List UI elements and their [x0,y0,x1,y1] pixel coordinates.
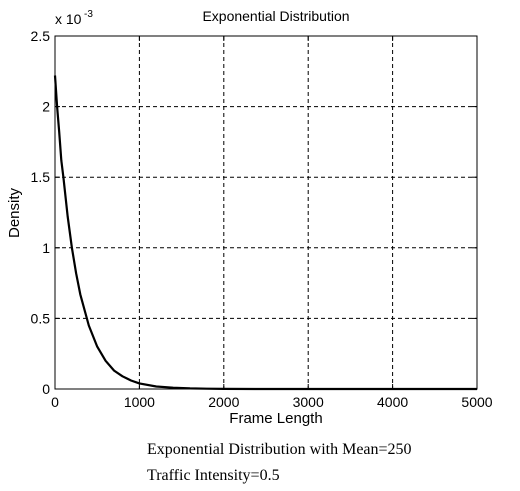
y-multiplier-text: x 10 [55,11,82,27]
y-axis-label: Density [6,187,23,238]
ticks [54,35,478,390]
y-tick-labels: 0 0.5 1 1.5 2 2.5 [31,28,51,397]
plot-frame [54,35,478,390]
x-tick-label: 2000 [208,394,239,410]
y-tick-label: 2.5 [31,28,51,44]
x-tick-labels: 0 1000 2000 3000 4000 5000 [51,394,493,410]
chart: Exponential Distribution x 10 -3 0 1000 20… [6,8,493,427]
y-multiplier: x 10 -3 [55,9,93,27]
x-tick-label: 5000 [461,394,492,410]
x-axis-label: Frame Length [229,410,322,427]
grid [55,36,477,389]
x-tick-label: 4000 [377,394,408,410]
caption-line-1: Exponential Distribution with Mean=250 [147,441,412,458]
y-tick-label: 1.5 [31,169,51,185]
x-tick-label: 1000 [124,394,155,410]
chart-title: Exponential Distribution [202,8,349,24]
series-layer [53,75,477,391]
series-line [53,75,477,391]
y-tick-label: 1 [42,240,50,256]
x-tick-label: 0 [51,394,59,410]
y-multiplier-exponent: -3 [84,9,93,20]
y-tick-label: 2 [42,99,50,115]
x-tick-label: 3000 [293,394,324,410]
y-tick-label: 0 [42,381,50,397]
caption-line-2: Traffic Intensity=0.5 [147,467,280,484]
y-tick-label: 0.5 [31,310,51,326]
